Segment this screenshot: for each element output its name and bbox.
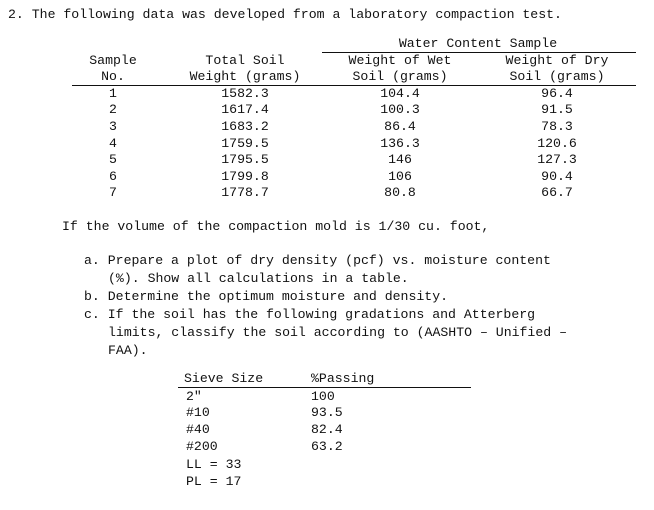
table-cell: 91.5 [541, 102, 573, 117]
table-cell: 104.4 [380, 86, 420, 101]
header-dry-1: Weight of Dry [505, 53, 609, 68]
header-sample-1: Sample [89, 53, 137, 68]
sieve-cell: 100 [311, 389, 335, 404]
part-c-line-3: FAA). [108, 343, 148, 358]
table-cell: 78.3 [541, 119, 573, 134]
table-cell: 1799.8 [221, 169, 269, 184]
table-cell: 1795.5 [221, 152, 269, 167]
sieve-cell: #40 [186, 422, 210, 437]
table-cell: 1582.3 [221, 86, 269, 101]
sieve-header-size: Sieve Size [184, 371, 264, 386]
plastic-limit: PL = 17 [186, 474, 242, 489]
table-cell: 7 [109, 185, 117, 200]
table-cell: 3 [109, 119, 117, 134]
group-header-rule [322, 52, 636, 53]
sieve-header-passing: %Passing [311, 371, 375, 386]
table-cell: 120.6 [537, 136, 577, 151]
part-b-line-1: b. Determine the optimum moisture and de… [84, 289, 449, 304]
group-header: Water Content Sample [398, 36, 558, 51]
table-cell: 1683.2 [221, 119, 269, 134]
header-wet-1: Weight of Wet [348, 53, 452, 68]
sieve-cell: 63.2 [311, 439, 343, 454]
sieve-cell: 2" [186, 389, 202, 404]
table-cell: 90.4 [541, 169, 573, 184]
table-cell: 100.3 [380, 102, 420, 117]
header-total-1: Total Soil [205, 53, 285, 68]
table-cell: 1617.4 [221, 102, 269, 117]
header-dry-2: Soil (grams) [509, 69, 605, 84]
part-c-line-1: c. If the soil has the following gradati… [84, 307, 536, 322]
table-cell: 1778.7 [221, 185, 269, 200]
table-cell: 2 [109, 102, 117, 117]
problem-title: 2. The following data was developed from… [8, 7, 562, 22]
table-cell: 1759.5 [221, 136, 269, 151]
liquid-limit: LL = 33 [186, 457, 242, 472]
volume-statement: If the volume of the compaction mold is … [62, 219, 490, 234]
table-cell: 106 [388, 169, 412, 184]
table-cell: 1 [109, 86, 117, 101]
table-cell: 146 [388, 152, 412, 167]
part-c-line-2: limits, classify the soil according to (… [108, 325, 567, 340]
sieve-cell: #200 [186, 439, 218, 454]
table-cell: 96.4 [541, 86, 573, 101]
sieve-cell: 82.4 [311, 422, 343, 437]
table-cell: 5 [109, 152, 117, 167]
header-sample-2: No. [101, 69, 125, 84]
table-cell: 86.4 [384, 119, 416, 134]
sieve-cell: #10 [186, 405, 210, 420]
table-cell: 80.8 [384, 185, 416, 200]
table-cell: 66.7 [541, 185, 573, 200]
part-a-line-2: (%). Show all calculations in a table. [108, 271, 409, 286]
table-cell: 6 [109, 169, 117, 184]
header-wet-2: Soil (grams) [352, 69, 448, 84]
table-cell: 4 [109, 136, 117, 151]
sieve-header-rule [178, 387, 471, 388]
sieve-cell: 93.5 [311, 405, 343, 420]
header-rule [72, 85, 636, 86]
part-a-line-1: a. Prepare a plot of dry density (pcf) v… [84, 253, 551, 268]
table-cell: 136.3 [380, 136, 420, 151]
header-total-2: Weight (grams) [189, 69, 301, 84]
table-cell: 127.3 [537, 152, 577, 167]
